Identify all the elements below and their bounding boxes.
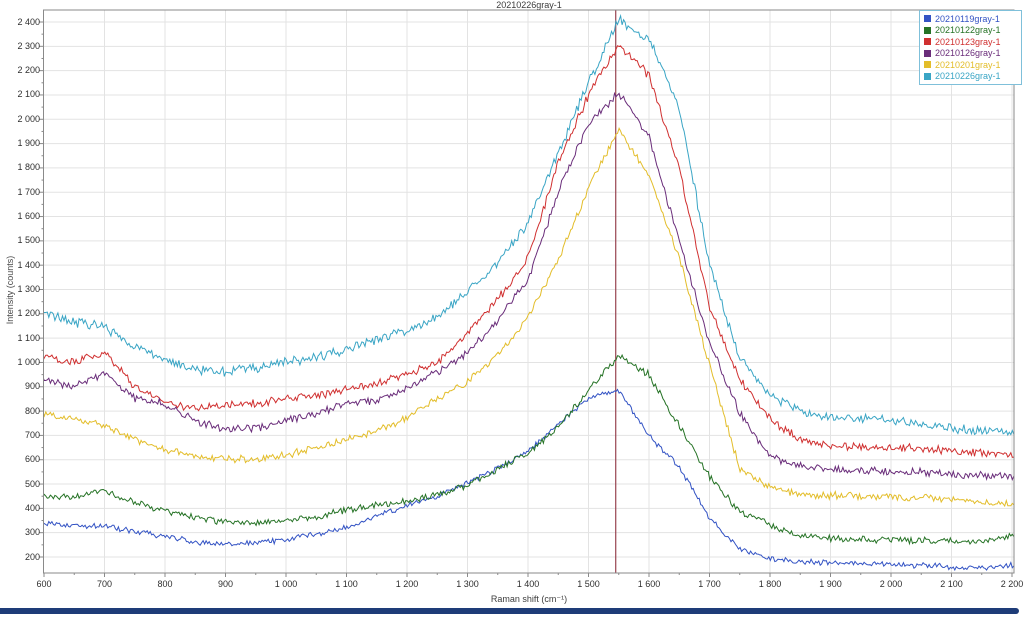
plot-background xyxy=(43,10,1014,573)
y-tick-label: 2 200 xyxy=(17,65,40,76)
legend-swatch xyxy=(924,72,931,80)
legend-label: 20210122gray-1 xyxy=(935,25,1001,36)
x-tick-label: 2 200 xyxy=(1000,579,1024,589)
x-axis-title: Raman shift (cm⁻¹) xyxy=(490,594,568,604)
legend-label: 20210126gray-1 xyxy=(935,48,1001,59)
legend-item-20210119gray-1[interactable]: 20210119gray-1 xyxy=(924,13,1018,25)
y-tick-label: 1 500 xyxy=(17,235,40,246)
y-tick-label: 400 xyxy=(24,502,40,513)
y-tick-label: 1 300 xyxy=(17,284,40,294)
series-20210122gray-1 xyxy=(43,353,1014,546)
y-tick-label: 1 700 xyxy=(17,186,40,197)
y-tick-label: 700 xyxy=(24,429,40,440)
series-20210201gray-1 xyxy=(43,127,1014,508)
legend-swatch xyxy=(924,26,931,34)
legend-item-20210226gray-1[interactable]: 20210226gray-1 xyxy=(924,71,1018,83)
legend-swatch xyxy=(924,15,931,23)
x-tick-label: 1 100 xyxy=(335,579,358,589)
y-tick-label: 2 100 xyxy=(17,89,40,100)
y-tick-label: 900 xyxy=(24,381,40,392)
legend-item-20210201gray-1[interactable]: 20210201gray-1 xyxy=(924,59,1018,71)
y-tick-label: 1 800 xyxy=(17,162,40,173)
legend-label: 20210201gray-1 xyxy=(935,59,1001,70)
x-tick-label: 2 000 xyxy=(879,579,903,589)
legend-item-20210126gray-1[interactable]: 20210126gray-1 xyxy=(924,48,1018,60)
y-tick-label: 300 xyxy=(24,527,40,538)
y-tick-label: 2 300 xyxy=(17,40,40,51)
y-tick-label: 1 000 xyxy=(17,356,40,367)
series-curves xyxy=(43,13,1014,572)
x-tick-label: 1 200 xyxy=(395,579,419,589)
series-20210123gray-1 xyxy=(43,45,1014,458)
legend-label: 20210119gray-1 xyxy=(935,13,1000,24)
y-tick-label: 1 600 xyxy=(17,211,40,222)
x-tick-label: 1 900 xyxy=(819,579,842,589)
window-bottom-bar xyxy=(0,608,1019,614)
chart-title: 20210226gray-1 xyxy=(496,0,562,10)
y-tick-label: 500 xyxy=(24,478,40,489)
y-tick-label: 2 400 xyxy=(17,16,40,27)
series-20210226gray-1 xyxy=(43,13,1014,437)
x-tick-label: 800 xyxy=(157,579,173,589)
x-tick-label: 2 100 xyxy=(940,579,963,589)
legend-item-20210122gray-1[interactable]: 20210122gray-1 xyxy=(924,25,1018,37)
legend-swatch xyxy=(924,49,931,57)
y-tick-label: 1 100 xyxy=(17,332,40,343)
legend-label: 20210226gray-1 xyxy=(935,71,1001,82)
x-tick-label: 1 000 xyxy=(274,579,298,589)
plot-border xyxy=(43,9,1015,574)
x-tick-label: 700 xyxy=(96,579,113,589)
x-tick-label: 600 xyxy=(36,579,52,589)
y-tick-label: 600 xyxy=(24,454,40,465)
series-20210119gray-1 xyxy=(43,388,1014,572)
x-tick-label: 1 700 xyxy=(698,579,721,589)
y-tick-label: 800 xyxy=(24,405,40,416)
x-tick-label: 900 xyxy=(217,579,234,589)
x-tick-label: 1 600 xyxy=(637,579,661,589)
y-tick-label: 2 000 xyxy=(17,113,40,124)
legend-item-20210123gray-1[interactable]: 20210123gray-1 xyxy=(924,36,1018,48)
y-tick-label: 1 400 xyxy=(17,259,40,270)
x-tick-label: 1 400 xyxy=(516,579,540,589)
series-20210126gray-1 xyxy=(43,91,1014,482)
legend: 20210119gray-1 20210122gray-1 20210123gray… xyxy=(919,10,1022,85)
x-tick-label: 1 500 xyxy=(577,579,600,589)
y-tick-label: 200 xyxy=(24,551,40,562)
legend-label: 20210123gray-1 xyxy=(935,36,1001,47)
legend-swatch xyxy=(924,61,931,69)
y-tick-label: 1 900 xyxy=(17,138,40,149)
x-tick-label: 1 800 xyxy=(758,579,782,589)
legend-swatch xyxy=(924,38,931,46)
x-tick-label: 1 300 xyxy=(456,579,479,589)
y-tick-label: 1 200 xyxy=(17,308,40,319)
